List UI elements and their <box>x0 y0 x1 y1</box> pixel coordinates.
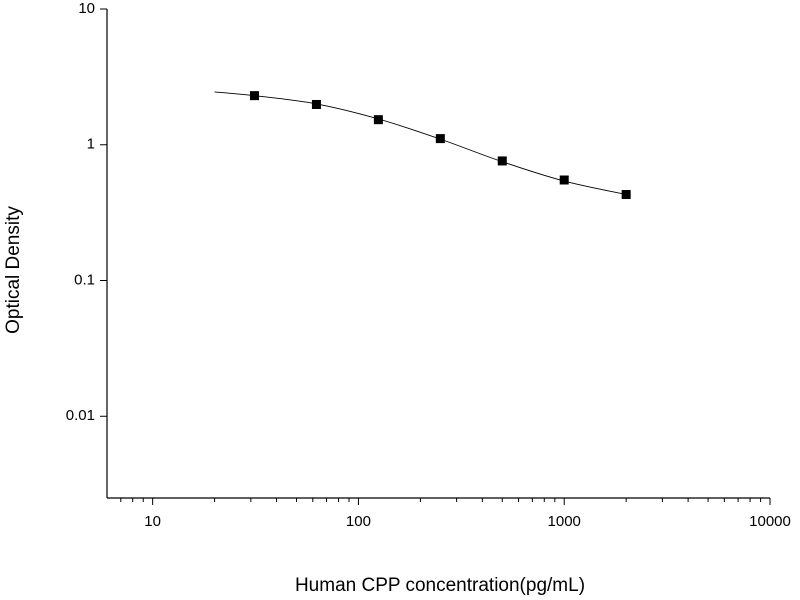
data-point <box>559 175 569 185</box>
data-point <box>621 190 631 200</box>
y-tick-label: 10 <box>78 0 95 17</box>
x-axis-title: Human CPP concentration(pg/mL) <box>295 575 585 596</box>
fit-curve <box>214 91 627 195</box>
y-axis-title: Optical Density <box>3 206 24 334</box>
y-tick-label: 0.1 <box>74 271 95 288</box>
data-point <box>497 156 507 166</box>
x-tick-label: 10000 <box>749 513 791 530</box>
x-tick-label: 1000 <box>548 513 581 530</box>
data-point <box>311 99 321 109</box>
data-point <box>435 134 445 144</box>
data-point <box>373 115 383 125</box>
data-point <box>249 91 259 101</box>
x-tick-label: 100 <box>346 513 371 530</box>
y-tick-label: 1 <box>87 136 95 153</box>
y-tick-label: 0.01 <box>66 407 95 424</box>
x-tick-label: 10 <box>144 513 161 530</box>
